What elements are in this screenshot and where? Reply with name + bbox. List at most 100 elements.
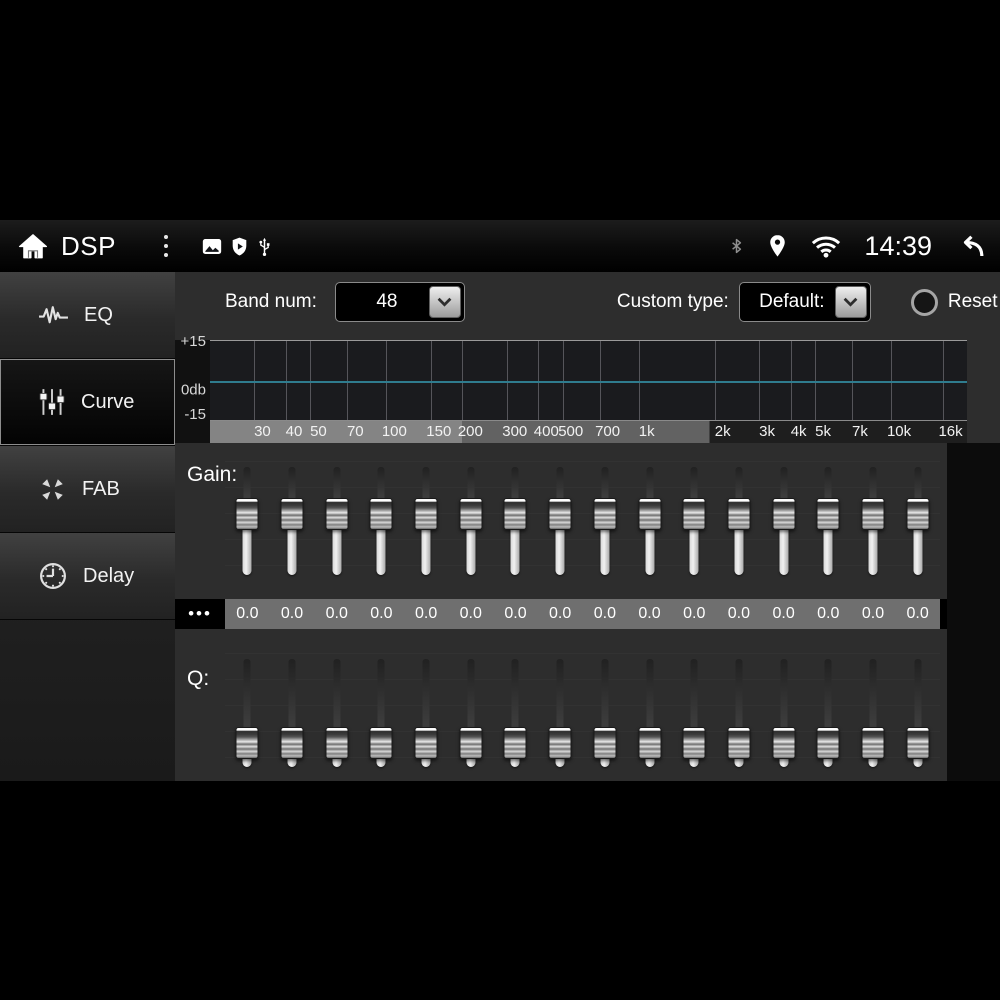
q-slider-10[interactable] bbox=[627, 653, 672, 769]
q-slider-7[interactable] bbox=[493, 653, 538, 769]
freq-strip: 30 40 50 70 100 150 200 300 400 500 700 1k 2k 3k 4k 5k 7… bbox=[210, 421, 967, 443]
slider-thumb[interactable] bbox=[548, 497, 572, 530]
q-slider-6[interactable] bbox=[448, 653, 493, 769]
slider-thumb[interactable] bbox=[280, 727, 304, 760]
slider-track-lower bbox=[600, 757, 610, 767]
slider-track-lower bbox=[466, 527, 476, 575]
controls-row: Band num: 48 Custom type: Default: Reset bbox=[175, 272, 1000, 332]
slider-track-lower bbox=[510, 757, 520, 767]
slider-thumb[interactable] bbox=[503, 497, 527, 530]
slider-thumb[interactable] bbox=[727, 497, 751, 530]
slider-track-lower bbox=[376, 527, 386, 575]
overflow-menu-icon[interactable] bbox=[160, 231, 172, 261]
slider-thumb[interactable] bbox=[459, 497, 483, 530]
gain-slider-3[interactable] bbox=[314, 461, 359, 577]
gain-slider-7[interactable] bbox=[493, 461, 538, 577]
slider-thumb[interactable] bbox=[593, 497, 617, 530]
slider-thumb[interactable] bbox=[682, 727, 706, 760]
slider-thumb[interactable] bbox=[816, 727, 840, 760]
band-num-dropdown[interactable]: 48 bbox=[334, 282, 465, 322]
slider-thumb[interactable] bbox=[816, 497, 840, 530]
q-slider-3[interactable] bbox=[314, 653, 359, 769]
slider-track-lower bbox=[466, 757, 476, 767]
slider-thumb[interactable] bbox=[593, 727, 617, 760]
gain-slider-12[interactable] bbox=[717, 461, 762, 577]
sidebar-item-eq[interactable]: EQ bbox=[0, 272, 175, 359]
sidebar-item-delay[interactable]: Delay bbox=[0, 533, 175, 620]
slider-thumb[interactable] bbox=[906, 727, 930, 760]
slider-thumb[interactable] bbox=[369, 497, 393, 530]
custom-type-dropdown[interactable]: Default: bbox=[738, 282, 871, 322]
slider-thumb[interactable] bbox=[861, 727, 885, 760]
slider-track-upper bbox=[243, 467, 251, 498]
slider-track-upper bbox=[377, 659, 385, 728]
home-icon[interactable] bbox=[18, 233, 48, 260]
q-slider-16[interactable] bbox=[895, 653, 940, 769]
q-slider-2[interactable] bbox=[270, 653, 315, 769]
gain-slider-5[interactable] bbox=[404, 461, 449, 577]
slider-thumb[interactable] bbox=[325, 727, 349, 760]
q-slider-12[interactable] bbox=[717, 653, 762, 769]
chevron-down-icon[interactable] bbox=[428, 286, 461, 318]
reset-label: Reset bbox=[947, 291, 998, 312]
slider-thumb[interactable] bbox=[414, 727, 438, 760]
sidebar-item-curve[interactable]: Curve bbox=[0, 359, 175, 446]
q-slider-8[interactable] bbox=[538, 653, 583, 769]
q-slider-4[interactable] bbox=[359, 653, 404, 769]
slider-track-upper bbox=[780, 467, 788, 498]
gain-value: 0.0 bbox=[549, 605, 572, 622]
gain-slider-9[interactable] bbox=[583, 461, 628, 577]
back-icon[interactable] bbox=[954, 233, 986, 259]
sidebar-item-fab[interactable]: FAB bbox=[0, 446, 175, 533]
slider-thumb[interactable] bbox=[325, 497, 349, 530]
gain-slider-1[interactable] bbox=[225, 461, 270, 577]
slider-track-lower bbox=[868, 527, 878, 575]
slider-thumb[interactable] bbox=[235, 497, 259, 530]
gain-slider-6[interactable] bbox=[448, 461, 493, 577]
q-slider-13[interactable] bbox=[761, 653, 806, 769]
gain-slider-10[interactable] bbox=[627, 461, 672, 577]
slider-thumb[interactable] bbox=[772, 727, 796, 760]
slider-thumb[interactable] bbox=[459, 727, 483, 760]
gain-scroll-left[interactable]: ••• bbox=[188, 604, 212, 623]
gain-slider-4[interactable] bbox=[359, 461, 404, 577]
gain-slider-16[interactable] bbox=[895, 461, 940, 577]
slider-thumb[interactable] bbox=[772, 497, 796, 530]
gain-slider-14[interactable] bbox=[806, 461, 851, 577]
q-slider-15[interactable] bbox=[851, 653, 896, 769]
gain-slider-13[interactable] bbox=[761, 461, 806, 577]
gain-slider-2[interactable] bbox=[270, 461, 315, 577]
slider-track-lower bbox=[779, 757, 789, 767]
slider-thumb[interactable] bbox=[727, 727, 751, 760]
slider-track-upper bbox=[601, 659, 609, 728]
reset-radio-button[interactable] bbox=[910, 288, 938, 316]
slider-thumb[interactable] bbox=[638, 497, 662, 530]
q-slider-5[interactable] bbox=[404, 653, 449, 769]
slider-thumb[interactable] bbox=[369, 727, 393, 760]
slider-thumb[interactable] bbox=[861, 497, 885, 530]
slider-thumb[interactable] bbox=[414, 497, 438, 530]
q-slider-9[interactable] bbox=[583, 653, 628, 769]
q-slider-1[interactable] bbox=[225, 653, 270, 769]
slider-thumb[interactable] bbox=[548, 727, 572, 760]
slider-track-upper bbox=[690, 467, 698, 498]
chevron-down-icon[interactable] bbox=[834, 286, 867, 318]
head-unit-screen: DSP 14:39 bbox=[0, 220, 1000, 781]
slider-track-upper bbox=[646, 659, 654, 728]
slider-track-upper bbox=[511, 467, 519, 498]
slider-track-lower bbox=[734, 527, 744, 575]
gain-value: 0.0 bbox=[861, 605, 885, 622]
slider-thumb[interactable] bbox=[503, 727, 527, 760]
q-slider-11[interactable] bbox=[672, 653, 717, 769]
slider-track-lower bbox=[242, 757, 252, 767]
slider-thumb[interactable] bbox=[682, 497, 706, 530]
gain-slider-8[interactable] bbox=[538, 461, 583, 577]
slider-thumb[interactable] bbox=[235, 727, 259, 760]
gain-slider-11[interactable] bbox=[672, 461, 717, 577]
slider-thumb[interactable] bbox=[638, 727, 662, 760]
slider-thumb[interactable] bbox=[906, 497, 930, 530]
gain-slider-15[interactable] bbox=[851, 461, 896, 577]
q-slider-14[interactable] bbox=[806, 653, 851, 769]
gain-value: 0.0 bbox=[817, 605, 840, 622]
slider-thumb[interactable] bbox=[280, 497, 304, 530]
